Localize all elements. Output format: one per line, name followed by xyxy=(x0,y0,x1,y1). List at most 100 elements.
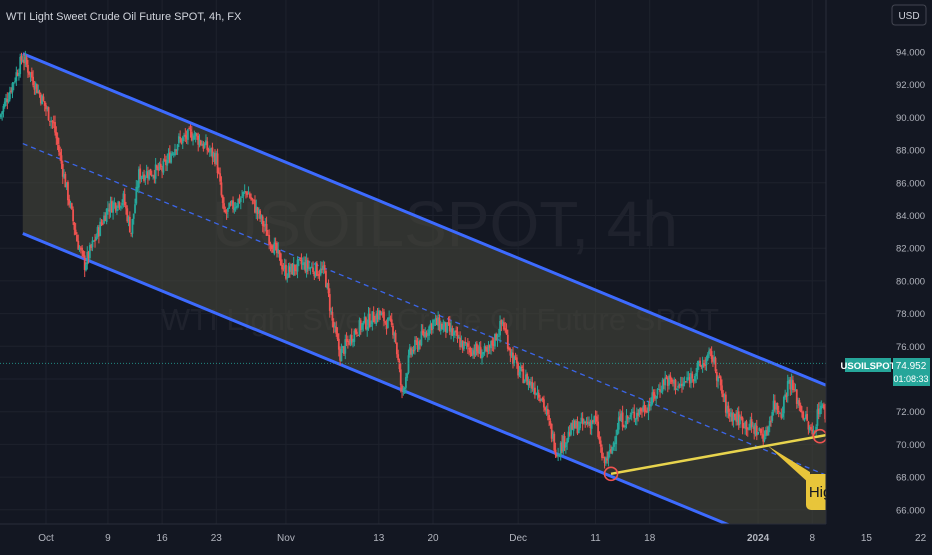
candle-body xyxy=(736,412,739,422)
candle-body xyxy=(653,394,656,399)
candle-body xyxy=(518,372,521,375)
candle-body xyxy=(299,258,302,260)
candle-body xyxy=(690,373,692,383)
candle-body xyxy=(228,203,231,209)
candle-body xyxy=(117,201,120,208)
candle-body xyxy=(69,203,72,206)
candle-body xyxy=(739,417,741,425)
candle-body xyxy=(487,346,490,351)
candle-body xyxy=(118,202,121,208)
candle-body xyxy=(763,437,766,441)
candle-body xyxy=(593,416,596,423)
candle-body xyxy=(112,202,114,213)
candle-body xyxy=(211,147,214,158)
candle-body xyxy=(750,419,753,427)
candle-body xyxy=(673,379,676,384)
candle-body xyxy=(568,432,571,436)
candle-body xyxy=(807,421,810,430)
time-scale-panel[interactable] xyxy=(0,524,932,550)
candle-body xyxy=(355,331,358,335)
candle-body xyxy=(389,318,392,320)
candle-body xyxy=(58,145,60,152)
candle-body xyxy=(95,236,98,241)
candle-body xyxy=(29,72,32,75)
x-tick-label: 16 xyxy=(157,533,169,544)
candle-body xyxy=(156,165,158,168)
candle-body xyxy=(651,392,654,405)
candle-body xyxy=(245,191,247,193)
candle-body xyxy=(665,377,668,379)
candle-body xyxy=(543,399,545,408)
candle-body xyxy=(32,76,34,86)
candle-body xyxy=(264,223,267,226)
candle-body xyxy=(425,332,428,336)
candle-body xyxy=(281,264,283,270)
candle-body xyxy=(334,325,336,328)
candle-body xyxy=(786,381,789,396)
candle-body xyxy=(686,377,689,381)
candle-body xyxy=(597,421,600,437)
candle-body xyxy=(408,347,411,355)
candle-body xyxy=(424,331,427,338)
candle-body xyxy=(701,363,704,368)
candle-body xyxy=(137,169,140,188)
candle-body xyxy=(412,349,415,352)
candle-body xyxy=(393,333,396,336)
candle-body xyxy=(309,267,312,269)
candle-body xyxy=(381,312,384,314)
x-tick-label: 9 xyxy=(105,533,111,544)
channel-median-line[interactable] xyxy=(22,142,867,493)
candle-body xyxy=(140,176,143,179)
candle-body xyxy=(88,245,91,259)
candle-body xyxy=(260,215,263,219)
candle-body xyxy=(659,389,661,392)
candle-body xyxy=(517,363,520,376)
candle-body xyxy=(234,207,237,209)
candle-body xyxy=(21,60,24,62)
candle-body xyxy=(363,316,366,323)
candle-body xyxy=(469,347,472,353)
candle-body xyxy=(77,240,80,250)
candle-body xyxy=(136,187,139,189)
candle-body xyxy=(259,210,262,219)
channel-upper-line[interactable] xyxy=(22,52,868,404)
candle-body xyxy=(684,381,687,383)
candle-body xyxy=(383,311,385,322)
candle-body xyxy=(101,223,104,225)
candle-body xyxy=(301,263,304,266)
candle-body xyxy=(326,283,329,289)
price-scale-panel[interactable] xyxy=(826,0,932,550)
candle-body xyxy=(254,200,256,213)
candle-body xyxy=(465,343,468,345)
candle-body xyxy=(189,129,192,131)
candle-body xyxy=(472,349,474,356)
currency-box[interactable] xyxy=(891,4,927,26)
candle-body xyxy=(564,443,567,448)
candle-body xyxy=(433,320,436,322)
candle-body xyxy=(76,234,78,242)
candle-body xyxy=(536,391,539,395)
price-axis: 94.000 92.000 90.000 88.000 86.000 84.000 82.0… xyxy=(896,48,925,517)
candle-body xyxy=(430,323,433,331)
candle-body xyxy=(206,141,209,150)
candle-body xyxy=(762,434,765,442)
candle-body xyxy=(548,415,550,420)
candle-body xyxy=(779,413,781,415)
candle-body xyxy=(414,339,416,351)
support-trendline[interactable] xyxy=(610,430,845,476)
candle-body xyxy=(174,148,176,156)
candle-body xyxy=(679,383,682,387)
candle-body xyxy=(349,335,352,344)
candle-body xyxy=(759,428,762,433)
candle-body xyxy=(250,197,253,200)
candle-body xyxy=(767,426,770,436)
currency-selector[interactable]: USD xyxy=(891,4,927,26)
x-tick-label: 8 xyxy=(809,533,815,544)
candle-body xyxy=(439,323,442,331)
candle-body xyxy=(61,164,64,177)
candle-body xyxy=(616,428,619,435)
candle-body xyxy=(509,349,512,356)
candle-body xyxy=(603,457,606,464)
